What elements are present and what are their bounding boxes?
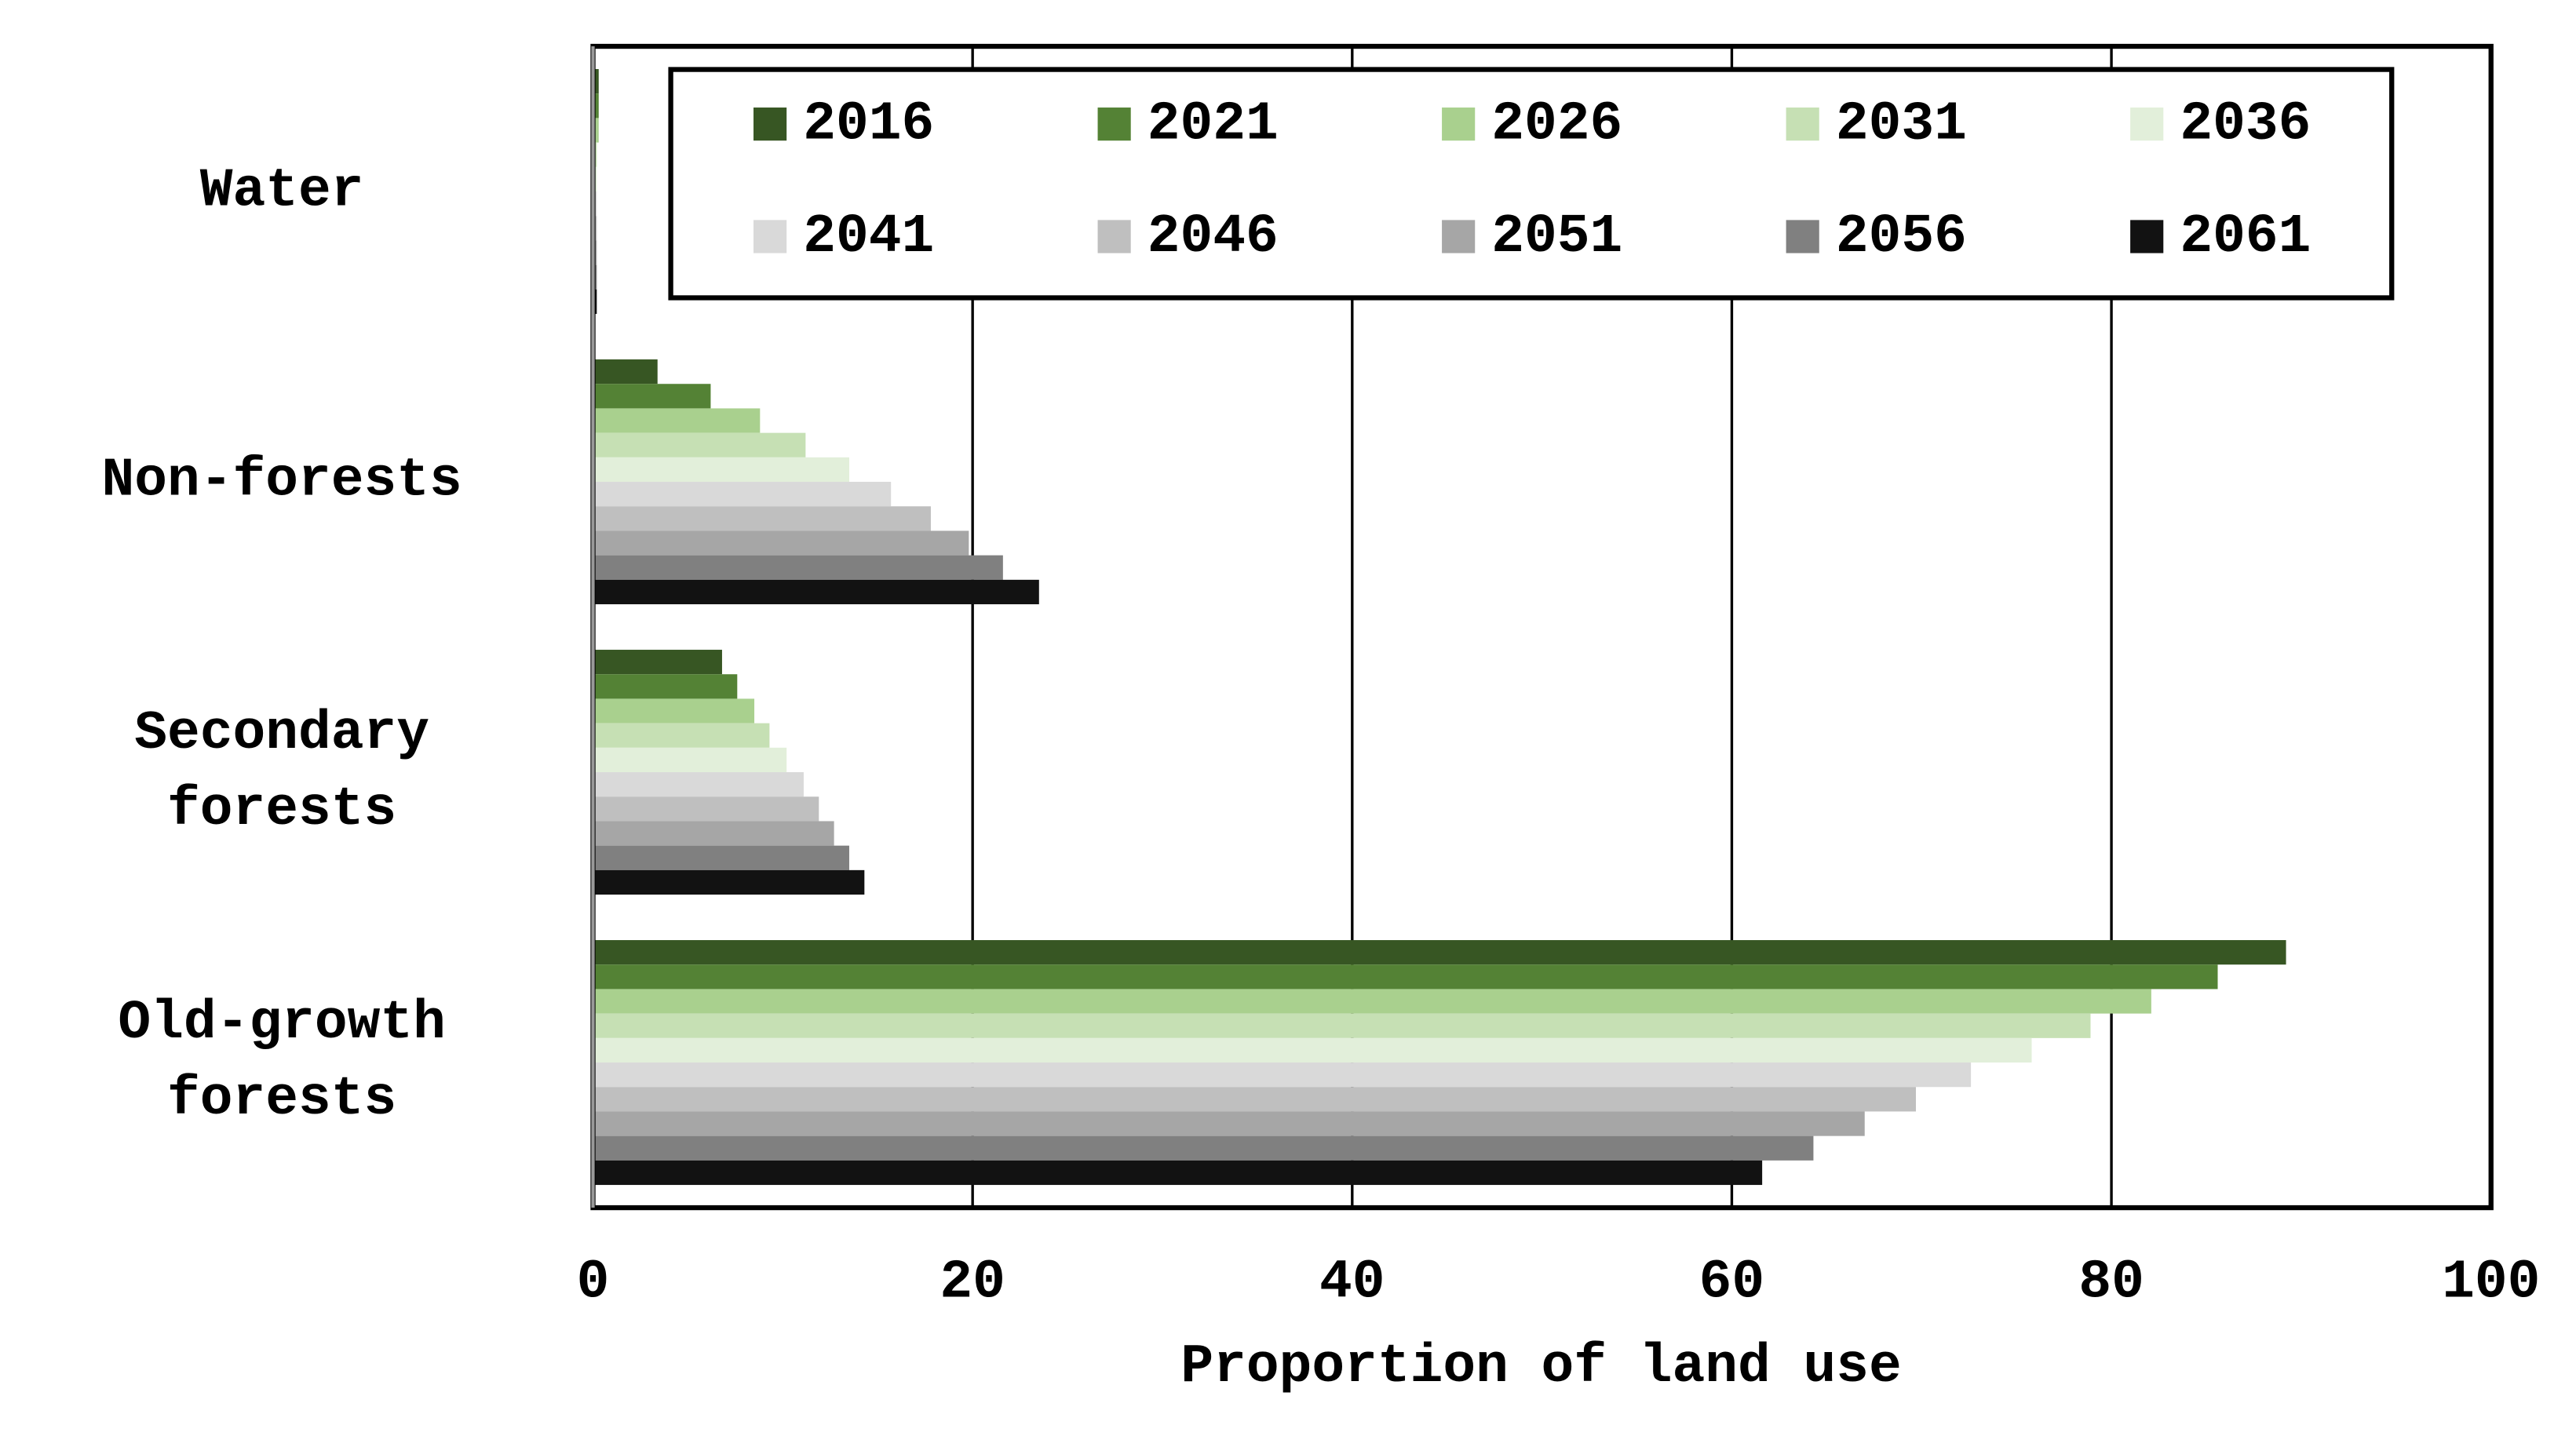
x-axis-title: Proportion of land use [1180, 1336, 1901, 1398]
legend-swatch [1097, 220, 1131, 253]
legend-label: 2056 [1836, 206, 1967, 268]
x-tick-label: 0 [577, 1251, 610, 1313]
legend-swatch [2130, 108, 2164, 141]
legend-label: 2061 [2180, 206, 2311, 268]
bar [593, 747, 787, 773]
bar [593, 579, 1039, 605]
bar [593, 1062, 1972, 1088]
y-tick-label-box: Non-forests [101, 450, 462, 512]
bar [593, 1160, 1763, 1186]
bar [593, 1013, 2091, 1038]
bar [593, 555, 1003, 580]
bar [593, 457, 849, 483]
x-tick-label: 80 [2078, 1251, 2144, 1313]
legend-swatch [753, 108, 787, 141]
bar [593, 869, 865, 895]
bar [593, 69, 599, 94]
legend-swatch [1786, 220, 1819, 253]
bar [593, 432, 806, 457]
bar [593, 698, 755, 723]
bar [593, 964, 2218, 990]
y-tick-label: Water [199, 159, 364, 221]
bar [593, 93, 599, 118]
legend-label: 2046 [1148, 206, 1279, 268]
legend-box [668, 67, 2395, 301]
bar [593, 989, 2151, 1014]
legend-label: 2026 [1491, 93, 1622, 155]
legend-label: 2036 [2180, 93, 2311, 155]
legend-swatch [2130, 220, 2164, 253]
bar [593, 1111, 1865, 1136]
bar [593, 650, 722, 675]
y-tick-label-box: Secondary forests [134, 702, 430, 840]
bar [593, 723, 770, 748]
bar [593, 118, 599, 143]
legend-swatch [1442, 220, 1476, 253]
legend-swatch [1442, 108, 1476, 141]
legend-label: 2041 [803, 206, 934, 268]
bar [593, 1087, 1917, 1112]
legend-label: 2031 [1836, 93, 1967, 155]
y-tick-label: Non-forests [101, 450, 462, 512]
bar [593, 1135, 1814, 1161]
legend-swatch [1786, 108, 1819, 141]
bar [593, 845, 849, 870]
bar [593, 674, 738, 699]
bar [593, 530, 969, 556]
bar [593, 796, 819, 822]
legend-label: 2051 [1491, 206, 1622, 268]
x-tick-label: 100 [2442, 1251, 2540, 1313]
x-tick-label: 40 [1319, 1251, 1385, 1313]
legend-swatch [753, 220, 787, 253]
y-tick-label: Old-growth forests [118, 993, 446, 1131]
bar [593, 772, 804, 797]
bar [593, 1037, 2032, 1063]
x-tick-label: 20 [940, 1251, 1005, 1313]
legend-label: 2016 [803, 93, 934, 155]
x-tick-label: 60 [1699, 1251, 1765, 1313]
y-tick-label-box: Water [199, 159, 364, 221]
bar [593, 940, 2286, 965]
bar [593, 359, 658, 385]
bar [593, 408, 761, 433]
bar [593, 482, 892, 507]
bar [593, 506, 931, 531]
bar [593, 384, 711, 409]
legend-swatch [1097, 108, 1131, 141]
bar [593, 821, 834, 846]
legend-label: 2021 [1148, 93, 1279, 155]
y-tick-label: Secondary forests [134, 702, 430, 840]
y-tick-label-box: Old-growth forests [118, 993, 446, 1131]
